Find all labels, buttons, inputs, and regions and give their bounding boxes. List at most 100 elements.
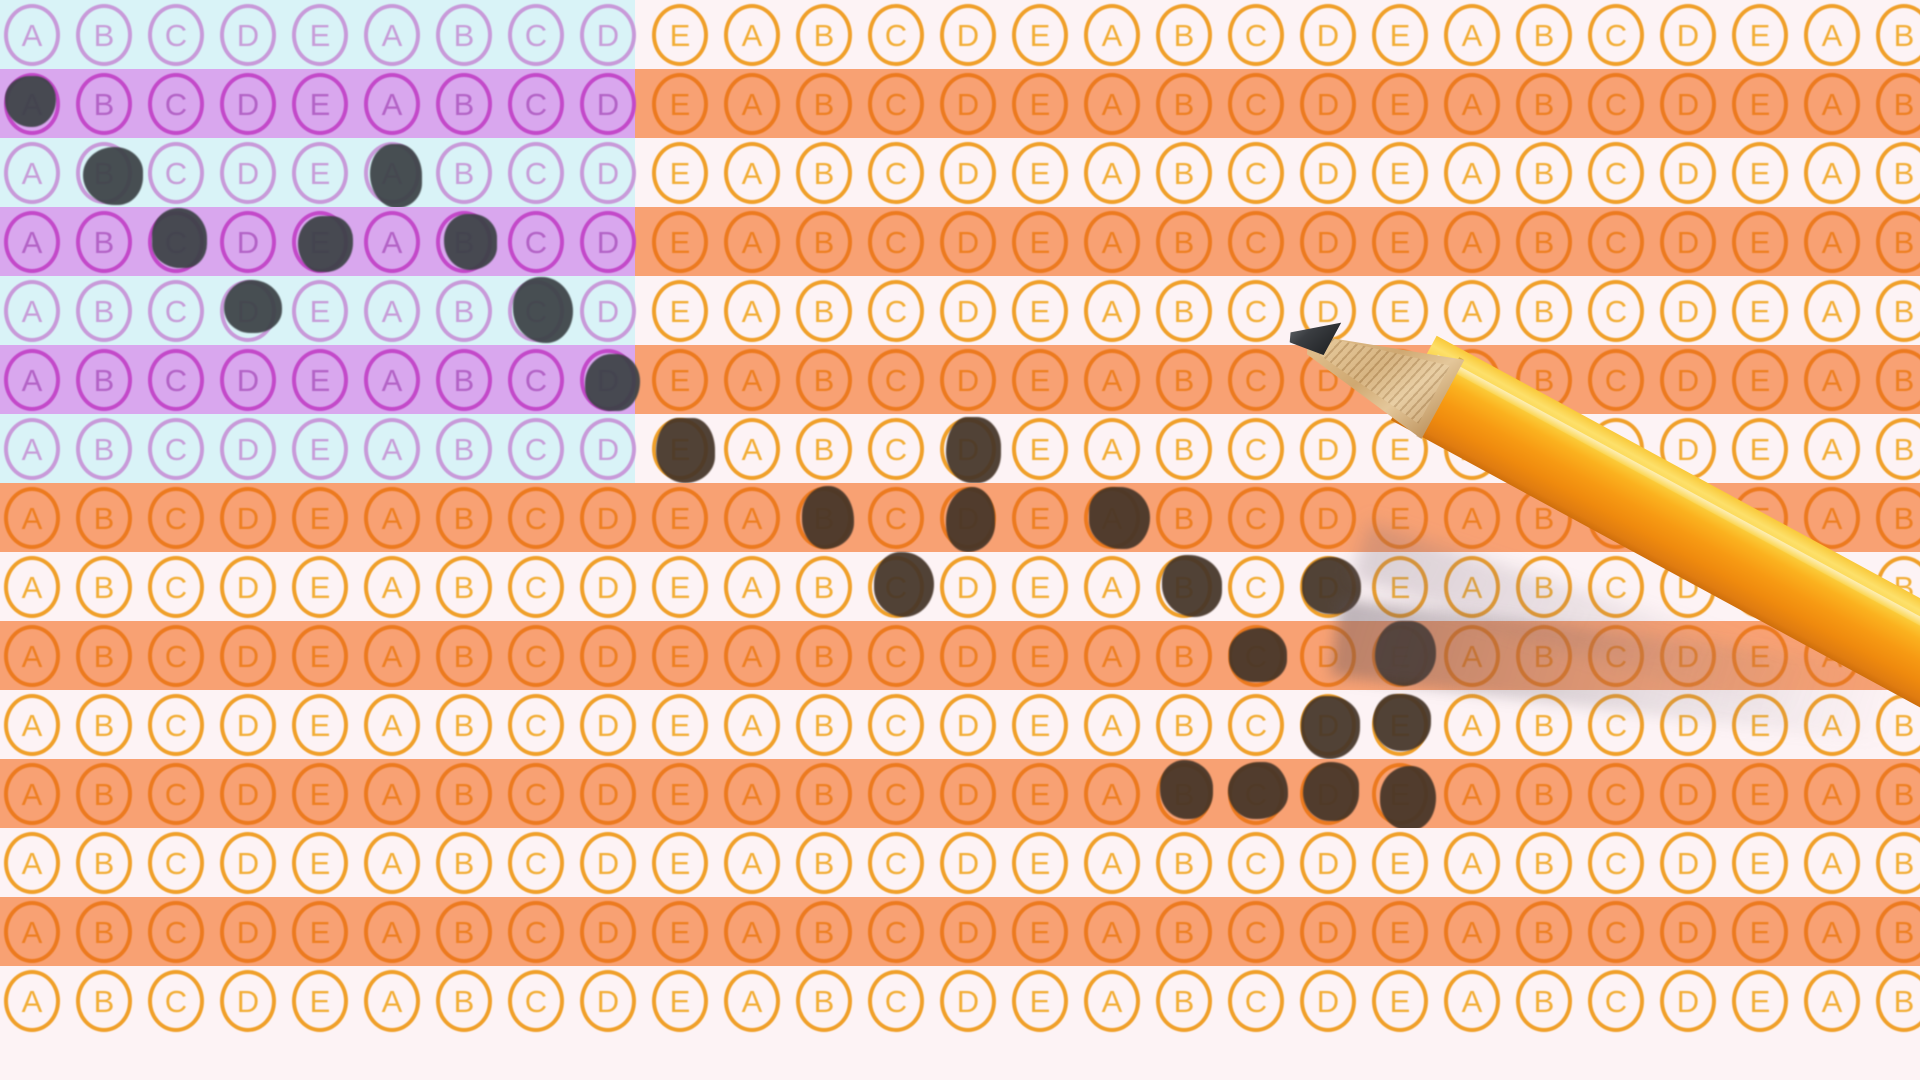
answer-bubble[interactable]: E	[1012, 280, 1068, 342]
filled-bubble-mark[interactable]	[1162, 555, 1222, 617]
answer-bubble[interactable]: E	[292, 280, 348, 342]
answer-bubble[interactable]: C	[508, 970, 564, 1032]
answer-bubble[interactable]: B	[1516, 349, 1572, 411]
answer-bubble[interactable]: E	[1732, 901, 1788, 963]
answer-bubble[interactable]: B	[436, 763, 492, 825]
answer-bubble[interactable]: B	[76, 832, 132, 894]
answer-bubble[interactable]: C	[868, 970, 924, 1032]
answer-bubble[interactable]: A	[1084, 763, 1140, 825]
answer-bubble[interactable]: B	[1156, 4, 1212, 66]
answer-bubble[interactable]: D	[220, 211, 276, 273]
answer-bubble[interactable]: A	[1444, 418, 1500, 480]
answer-bubble[interactable]: C	[508, 694, 564, 756]
answer-bubble[interactable]: C	[1588, 349, 1644, 411]
answer-bubble[interactable]: A	[724, 970, 780, 1032]
filled-bubble-mark[interactable]	[1380, 766, 1436, 830]
answer-bubble[interactable]: C	[868, 73, 924, 135]
answer-bubble[interactable]: D	[220, 901, 276, 963]
answer-bubble[interactable]: C	[1228, 556, 1284, 618]
answer-bubble[interactable]: E	[652, 901, 708, 963]
answer-bubble[interactable]: D	[580, 694, 636, 756]
answer-bubble[interactable]: D	[940, 73, 996, 135]
answer-bubble[interactable]: A	[724, 487, 780, 549]
answer-bubble[interactable]: B	[76, 418, 132, 480]
answer-bubble[interactable]: C	[148, 694, 204, 756]
answer-bubble[interactable]: B	[436, 625, 492, 687]
answer-bubble[interactable]: E	[1012, 142, 1068, 204]
answer-bubble[interactable]: C	[1228, 901, 1284, 963]
answer-bubble[interactable]: B	[796, 901, 852, 963]
filled-bubble-mark[interactable]	[1303, 762, 1359, 821]
answer-bubble[interactable]: B	[76, 556, 132, 618]
answer-bubble[interactable]: B	[1156, 694, 1212, 756]
answer-bubble[interactable]: A	[1804, 832, 1860, 894]
filled-bubble-mark[interactable]	[1228, 762, 1288, 819]
answer-bubble[interactable]: C	[1228, 142, 1284, 204]
answer-bubble[interactable]: C	[148, 73, 204, 135]
answer-bubble[interactable]: A	[1804, 487, 1860, 549]
answer-bubble[interactable]: E	[1012, 970, 1068, 1032]
answer-bubble[interactable]: A	[1804, 694, 1860, 756]
answer-bubble[interactable]: D	[940, 4, 996, 66]
answer-bubble[interactable]: E	[652, 280, 708, 342]
answer-bubble[interactable]: D	[580, 487, 636, 549]
answer-bubble[interactable]: A	[1084, 694, 1140, 756]
answer-bubble[interactable]: B	[1516, 418, 1572, 480]
answer-bubble[interactable]: E	[1012, 211, 1068, 273]
answer-bubble[interactable]: E	[1372, 73, 1428, 135]
answer-bubble[interactable]: A	[1084, 211, 1140, 273]
answer-bubble[interactable]: C	[1228, 694, 1284, 756]
answer-bubble[interactable]: B	[436, 556, 492, 618]
answer-bubble[interactable]: E	[292, 418, 348, 480]
answer-bubble[interactable]: A	[4, 418, 60, 480]
answer-bubble[interactable]: B	[1156, 901, 1212, 963]
answer-bubble[interactable]: E	[1372, 142, 1428, 204]
answer-bubble[interactable]: A	[724, 763, 780, 825]
answer-bubble[interactable]: B	[796, 4, 852, 66]
answer-bubble[interactable]: A	[364, 901, 420, 963]
answer-bubble[interactable]: D	[940, 556, 996, 618]
answer-bubble[interactable]: B	[796, 211, 852, 273]
answer-bubble[interactable]: A	[1084, 73, 1140, 135]
answer-bubble[interactable]: C	[868, 280, 924, 342]
answer-bubble[interactable]: C	[1228, 211, 1284, 273]
answer-bubble[interactable]: D	[1300, 280, 1356, 342]
answer-bubble[interactable]: A	[1804, 142, 1860, 204]
answer-bubble[interactable]: C	[1228, 487, 1284, 549]
filled-bubble-mark[interactable]	[1375, 621, 1436, 686]
answer-bubble[interactable]: B	[1516, 694, 1572, 756]
answer-bubble[interactable]: D	[1660, 901, 1716, 963]
answer-bubble[interactable]: A	[724, 211, 780, 273]
answer-bubble[interactable]: D	[580, 418, 636, 480]
answer-bubble[interactable]: C	[148, 832, 204, 894]
answer-bubble[interactable]: E	[652, 349, 708, 411]
answer-bubble[interactable]: A	[1804, 625, 1860, 687]
filled-bubble-mark[interactable]	[802, 486, 854, 549]
answer-bubble[interactable]: B	[1516, 142, 1572, 204]
answer-bubble[interactable]: A	[1804, 280, 1860, 342]
answer-bubble[interactable]: E	[1012, 556, 1068, 618]
answer-bubble[interactable]: B	[1876, 901, 1920, 963]
answer-bubble[interactable]: A	[724, 556, 780, 618]
answer-bubble[interactable]: D	[940, 901, 996, 963]
answer-bubble[interactable]: D	[1660, 832, 1716, 894]
answer-bubble[interactable]: A	[1444, 280, 1500, 342]
answer-bubble[interactable]: C	[1228, 4, 1284, 66]
answer-bubble[interactable]: C	[1228, 349, 1284, 411]
answer-bubble[interactable]: B	[76, 73, 132, 135]
filled-bubble-mark[interactable]	[1302, 557, 1361, 614]
answer-bubble[interactable]: C	[1588, 694, 1644, 756]
answer-bubble[interactable]: E	[1732, 970, 1788, 1032]
answer-bubble[interactable]: A	[724, 142, 780, 204]
answer-bubble[interactable]: D	[1660, 556, 1716, 618]
answer-bubble[interactable]: A	[724, 418, 780, 480]
answer-bubble[interactable]: D	[1300, 211, 1356, 273]
answer-bubble[interactable]: D	[580, 763, 636, 825]
answer-bubble[interactable]: B	[1516, 832, 1572, 894]
answer-bubble[interactable]: B	[796, 556, 852, 618]
answer-bubble[interactable]: A	[4, 4, 60, 66]
